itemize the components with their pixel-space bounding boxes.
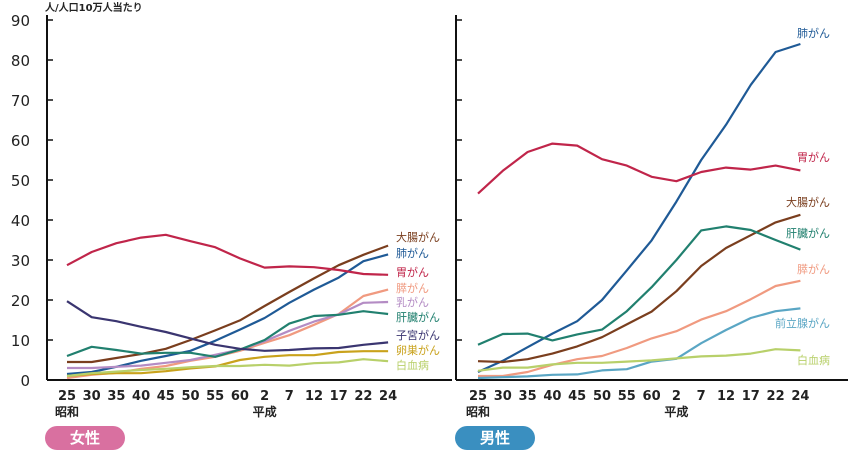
x-tick-label: 55	[618, 389, 636, 404]
series-label: 膵がん	[797, 262, 830, 276]
x-tick-label: 7	[285, 389, 294, 404]
series-label: 大腸がん	[786, 195, 830, 209]
x-tick-label: 17	[742, 389, 760, 404]
x-tick-label: 2	[672, 389, 681, 404]
series-line-肺がん	[477, 42, 801, 374]
x-tick-label: 25	[58, 389, 76, 404]
y-tick-label: 70	[11, 92, 30, 110]
series-line-子宮がん	[66, 300, 389, 352]
x-tick-label: 30	[494, 389, 512, 404]
male-badge: 男性	[455, 426, 535, 450]
x-tick-label: 45	[568, 389, 586, 404]
series-line-大腸がん	[477, 213, 801, 364]
era-label: 昭和	[466, 404, 490, 419]
series-label: 胃がん	[396, 265, 429, 279]
x-tick-label: 22	[354, 389, 372, 404]
series-label: 肝臓がん	[396, 310, 440, 324]
x-tick-label: 40	[543, 389, 561, 404]
x-tick-label: 50	[181, 389, 199, 404]
y-tick-label: 60	[11, 132, 30, 150]
series-line-膵がん	[66, 288, 389, 380]
y-tick-label: 90	[11, 12, 30, 30]
x-tick-label: 60	[231, 389, 249, 404]
y-tick-label: 30	[11, 252, 30, 270]
series-line-白血病	[66, 358, 389, 378]
x-tick-label: 35	[519, 389, 537, 404]
series-label: 卵巣がん	[396, 343, 440, 357]
series-label: 胃がん	[797, 150, 830, 164]
x-tick-label: 60	[643, 389, 661, 404]
series-line-膵がん	[478, 279, 801, 378]
x-tick-label: 7	[697, 389, 706, 404]
x-tick-label: 2	[260, 389, 269, 404]
x-tick-label: 45	[157, 389, 175, 404]
x-tick-label: 12	[717, 389, 735, 404]
x-tick-label: 12	[305, 389, 323, 404]
series-line-卵巣がん	[66, 350, 389, 378]
series-label: 肺がん	[396, 246, 429, 260]
y-tick-label: 10	[11, 332, 30, 350]
series-line-胃がん	[477, 142, 801, 195]
series-line-白血病	[477, 348, 801, 372]
y-tick-label: 20	[11, 292, 30, 310]
x-tick-label: 25	[469, 389, 487, 404]
series-line-胃がん	[66, 233, 389, 276]
x-tick-label: 24	[379, 389, 397, 404]
x-tick-label: 35	[107, 389, 125, 404]
series-line-肝臓がん	[477, 225, 801, 346]
x-tick-label: 55	[206, 389, 224, 404]
series-label: 大腸がん	[396, 230, 440, 244]
era-label: 平成	[664, 404, 688, 419]
series-label: 膵がん	[396, 281, 429, 295]
x-tick-label: 24	[791, 389, 809, 404]
series-line-大腸がん	[67, 244, 389, 364]
series-label: 白血病	[797, 353, 830, 367]
era-label: 昭和	[55, 404, 79, 419]
x-tick-label: 17	[330, 389, 348, 404]
era-label: 平成	[253, 404, 277, 419]
x-tick-label: 30	[83, 389, 101, 404]
y-tick-label: 80	[11, 52, 30, 70]
x-tick-label: 50	[593, 389, 611, 404]
series-line-肝臓がん	[66, 310, 389, 358]
female-badge: 女性	[45, 426, 125, 450]
x-tick-label: 40	[132, 389, 150, 404]
y-tick-label: 40	[11, 212, 30, 230]
series-label: 白血病	[396, 358, 429, 372]
x-tick-label: 22	[767, 389, 785, 404]
series-label: 子宮がん	[396, 328, 440, 342]
series-line-前立腺がん	[477, 307, 801, 380]
series-label: 乳がん	[396, 295, 429, 309]
y-tick-label: 0	[20, 372, 30, 390]
series-label: 前立腺がん	[775, 316, 830, 330]
y-tick-label: 50	[11, 172, 30, 190]
series-label: 肝臓がん	[786, 226, 830, 240]
y-axis-title: 人/人口10万人当たり	[45, 1, 143, 14]
series-label: 肺がん	[797, 26, 830, 40]
